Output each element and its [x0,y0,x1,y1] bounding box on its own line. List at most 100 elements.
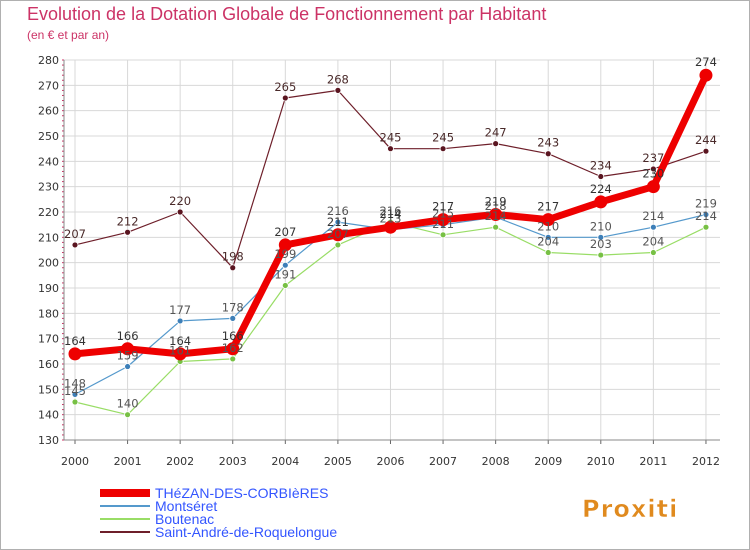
series-point [492,140,500,148]
series-point [541,213,555,227]
series-point [597,251,605,259]
data-label: 164 [64,334,86,348]
data-label: 210 [590,219,612,233]
series-point [229,355,237,363]
data-label: 217 [432,200,454,214]
series-point [597,233,605,241]
data-label: 212 [117,214,139,228]
chart-subtitle: (en € et par an) [27,28,109,42]
data-label: 191 [274,267,296,281]
series-point [281,94,289,102]
data-label: 265 [274,80,296,94]
series-point [646,180,660,194]
data-label: 211 [432,217,454,231]
data-label: 177 [169,303,191,317]
series-point [124,411,131,419]
data-label: 159 [117,349,139,363]
data-label: 247 [485,126,507,140]
data-label: 207 [64,227,86,241]
data-label: 219 [695,197,717,211]
data-label: 245 [380,131,402,145]
series-point [649,165,657,173]
series-point [383,220,397,234]
series-point [334,218,342,226]
legend-label: Montséret [155,498,217,514]
series-point [71,241,79,249]
data-label: 214 [695,209,717,223]
series-point [387,145,394,153]
legend-label: Saint-André-de-Roquelongue [155,524,337,540]
data-label: 203 [590,237,612,251]
series-point [71,398,79,406]
data-label: 215 [432,207,454,221]
series-point [594,195,608,209]
data-label: 243 [537,136,559,150]
series-point [702,223,710,231]
y-tick-label: 230 [38,181,59,194]
data-label: 214 [485,209,507,223]
grid [64,59,720,440]
series-point [702,147,710,155]
x-tick-label: 2004 [271,455,299,468]
data-label: 207 [274,225,296,239]
series-point [439,145,447,153]
data-label: 216 [380,204,402,218]
x-tick-label: 2010 [587,455,615,468]
series-point [544,150,552,158]
data-label: 220 [169,194,191,208]
data-label: 140 [117,397,139,411]
x-tick-label: 2011 [639,455,667,468]
x-tick-label: 2012 [692,455,720,468]
y-tick-label: 190 [38,282,59,295]
data-label: 161 [169,343,191,357]
data-label: 224 [590,182,612,196]
data-label: 164 [169,334,191,348]
y-tick-label: 160 [38,358,59,371]
proxiti-watermark: Proxiti [582,495,678,523]
axes: 130 140 150 160 170 180 190 200 210 220 230 240 250 2… [38,54,720,468]
data-label: 216 [327,204,349,218]
series-point [334,87,342,94]
data-label: 268 [327,72,349,86]
data-label: 213 [380,212,402,226]
data-label: 237 [642,151,664,165]
chart-title: Evolution de la Dotation Globale de Fonc… [27,4,546,24]
data-labels: 207 212 220 198 265 268 245 245 247 243 234 237 244 1… [64,55,717,410]
series-point [492,223,500,231]
y-tick-label: 180 [38,307,59,320]
data-label: 214 [380,207,402,221]
series-point [544,249,552,256]
series [68,68,713,419]
series-point [544,233,552,241]
series-point [699,68,713,82]
series-point [278,238,292,252]
series-point [436,213,450,227]
x-tick-label: 2007 [429,455,457,468]
data-label: 219 [485,195,507,209]
data-label: 214 [642,209,664,223]
series-point [124,363,131,370]
y-tick-label: 170 [38,333,59,346]
legend: THéZAN-DES-CORBIèRESMontséretBoutenacSai… [100,485,337,540]
data-label: 234 [590,159,612,173]
legend-label: THéZAN-DES-CORBIèRES [155,485,328,501]
y-tick-label: 150 [38,383,59,396]
data-label: 217 [537,200,559,214]
x-tick-label: 2003 [219,455,247,468]
legend-label: Boutenac [155,511,214,527]
series-point [68,347,82,361]
y-tick-label: 130 [38,434,59,447]
series-point [281,282,289,289]
data-label: 245 [432,131,454,145]
series-point [173,347,187,361]
series-point [71,390,79,398]
series-point [334,241,342,249]
series-point [702,211,710,218]
y-tick-label: 200 [38,257,59,270]
y-tick-label: 140 [38,409,59,422]
series-point [124,228,131,236]
y-tick-label: 220 [38,206,59,219]
x-tick-label: 2006 [376,455,404,468]
y-tick-label: 250 [38,130,59,143]
